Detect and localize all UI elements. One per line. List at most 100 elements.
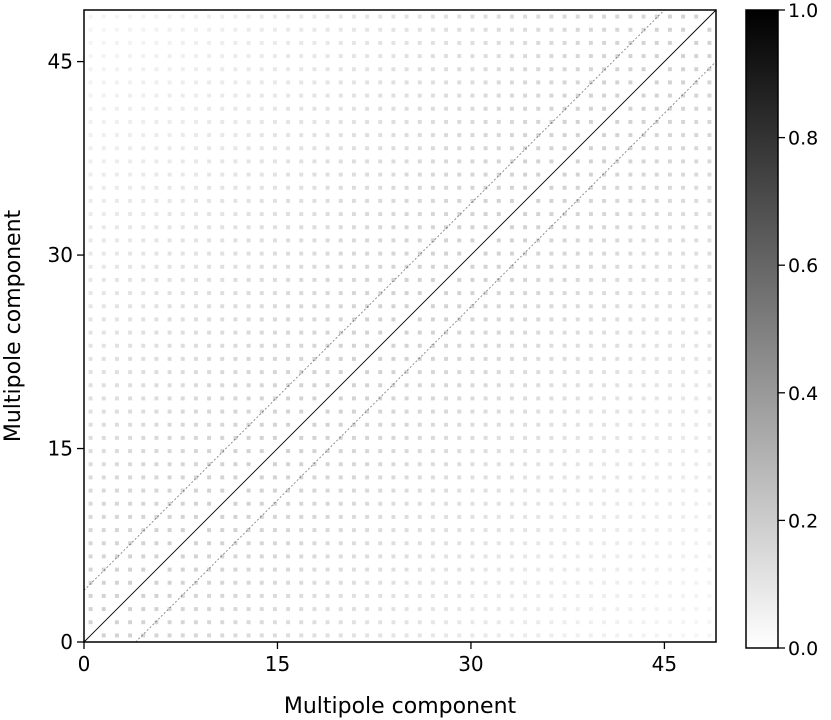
- heatmap-cell: [694, 225, 699, 230]
- heatmap-cell: [246, 198, 251, 203]
- heatmap-cell: [325, 277, 330, 282]
- heatmap-cell: [299, 488, 304, 493]
- heatmap-cell: [391, 54, 396, 59]
- heatmap-cell: [88, 462, 93, 467]
- heatmap-cell: [272, 607, 277, 612]
- heatmap-cell: [417, 396, 422, 401]
- heatmap-cell: [272, 212, 277, 217]
- heatmap-cell: [588, 67, 593, 72]
- heatmap-cell: [338, 449, 343, 454]
- heatmap-cell: [430, 185, 435, 190]
- heatmap-cell: [470, 567, 475, 572]
- heatmap-cell: [365, 106, 370, 111]
- heatmap-cell: [167, 40, 172, 45]
- heatmap-cell: [667, 212, 672, 217]
- heatmap-cell: [220, 198, 225, 203]
- heatmap-cell: [523, 567, 528, 572]
- heatmap-cell: [114, 343, 119, 348]
- heatmap-cell: [351, 238, 356, 243]
- heatmap-cell: [207, 146, 212, 151]
- heatmap-cell: [417, 40, 422, 45]
- heatmap-cell: [325, 528, 330, 533]
- heatmap-cell: [154, 330, 159, 335]
- heatmap-cell: [496, 607, 501, 612]
- heatmap-cell: [457, 409, 462, 414]
- heatmap-cell: [430, 409, 435, 414]
- heatmap-cell: [246, 133, 251, 138]
- heatmap-cell: [562, 356, 567, 361]
- heatmap-cell: [694, 435, 699, 440]
- heatmap-cell: [681, 449, 686, 454]
- heatmap-cell: [128, 27, 133, 32]
- heatmap-cell: [338, 607, 343, 612]
- heatmap-cell: [141, 238, 146, 243]
- heatmap-cell: [509, 396, 514, 401]
- heatmap-cell: [404, 580, 409, 585]
- heatmap-cell: [602, 277, 607, 282]
- heatmap-cell: [575, 501, 580, 506]
- heatmap-cell: [588, 119, 593, 124]
- heatmap-cell: [114, 264, 119, 269]
- heatmap-cell: [667, 422, 672, 427]
- heatmap-cell: [483, 291, 488, 296]
- heatmap-cell: [549, 567, 554, 572]
- heatmap-cell: [378, 106, 383, 111]
- heatmap-cell: [667, 264, 672, 269]
- heatmap-cell: [549, 80, 554, 85]
- heatmap-cell: [681, 620, 686, 625]
- heatmap-cell: [167, 633, 172, 638]
- heatmap-cell: [536, 409, 541, 414]
- heatmap-cell: [272, 343, 277, 348]
- heatmap-cell: [338, 501, 343, 506]
- heatmap-cell: [259, 238, 264, 243]
- heatmap-cell: [707, 567, 712, 572]
- heatmap-cell: [180, 277, 185, 282]
- heatmap-cell: [615, 620, 620, 625]
- heatmap-cell: [523, 67, 528, 72]
- heatmap-cell: [536, 396, 541, 401]
- heatmap-cell: [114, 40, 119, 45]
- heatmap-cell: [602, 580, 607, 585]
- heatmap-cell: [483, 633, 488, 638]
- heatmap-cell: [430, 93, 435, 98]
- heatmap-cell: [180, 54, 185, 59]
- heatmap-cell: [430, 514, 435, 519]
- heatmap-cell: [523, 580, 528, 585]
- heatmap-cell: [391, 528, 396, 533]
- heatmap-cell: [101, 488, 106, 493]
- heatmap-cell: [233, 435, 238, 440]
- heatmap-cell: [509, 54, 514, 59]
- heatmap-cell: [430, 370, 435, 375]
- heatmap-cell: [483, 146, 488, 151]
- heatmap-cell: [365, 633, 370, 638]
- heatmap-cell: [101, 383, 106, 388]
- heatmap-cell: [246, 264, 251, 269]
- heatmap-cell: [286, 40, 291, 45]
- heatmap-cell: [207, 580, 212, 585]
- heatmap-cell: [220, 93, 225, 98]
- heatmap-cell: [378, 251, 383, 256]
- heatmap-cell: [483, 14, 488, 19]
- heatmap-cell: [101, 409, 106, 414]
- heatmap-cell: [615, 198, 620, 203]
- heatmap-cell: [233, 80, 238, 85]
- heatmap-cell: [272, 567, 277, 572]
- heatmap-cell: [602, 133, 607, 138]
- heatmap-cell: [365, 14, 370, 19]
- heatmap-cell: [128, 370, 133, 375]
- heatmap-cell: [312, 146, 317, 151]
- heatmap-cell: [707, 251, 712, 256]
- heatmap-cell: [694, 159, 699, 164]
- heatmap-cell: [602, 330, 607, 335]
- heatmap-cell: [496, 67, 501, 72]
- heatmap-cell: [457, 212, 462, 217]
- heatmap-cell: [299, 93, 304, 98]
- heatmap-cell: [707, 409, 712, 414]
- heatmap-cell: [457, 238, 462, 243]
- heatmap-cell: [338, 106, 343, 111]
- heatmap-cell: [351, 146, 356, 151]
- heatmap-cell: [114, 633, 119, 638]
- heatmap-cell: [483, 607, 488, 612]
- heatmap-cell: [101, 198, 106, 203]
- heatmap-cell: [404, 27, 409, 32]
